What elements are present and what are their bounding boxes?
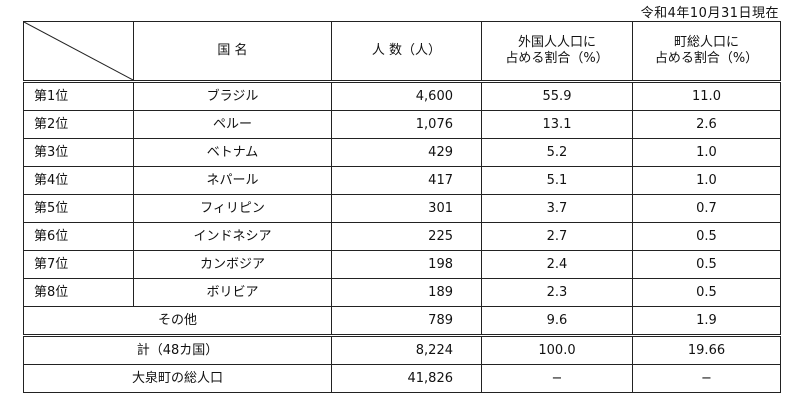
table-row: 第6位 インドネシア 225 2.7 0.5 [23, 222, 781, 251]
other-label: その他 [23, 306, 332, 336]
town-share-cell: 2.6 [632, 110, 781, 139]
other-row: その他 789 9.6 1.9 [23, 306, 781, 336]
population-cell: 301 [331, 194, 482, 223]
country-cell: ボリビア [133, 278, 332, 307]
town-share-cell: 0.7 [632, 194, 781, 223]
header-foreign-share: 外国人人口に 占める割合（%） [481, 21, 633, 82]
population-cell: 225 [331, 222, 482, 251]
corner-cell [23, 21, 134, 82]
header-country: 国 名 [133, 21, 332, 82]
population-cell: 417 [331, 166, 482, 195]
rank-cell: 第7位 [23, 250, 134, 279]
country-cell: カンボジア [133, 250, 332, 279]
header-town-share-line1: 町総人口に [673, 35, 739, 51]
town-share-cell: 11.0 [632, 80, 781, 111]
other-foreign-share: 9.6 [481, 306, 633, 336]
table-row: 第4位 ネパール 417 5.1 1.0 [23, 166, 781, 195]
date-note: 令和4年10月31日現在 [640, 6, 779, 21]
rank-cell: 第6位 [23, 222, 134, 251]
header-foreign-share-line2: 占める割合（%） [505, 51, 609, 66]
town-total-row: 大泉町の総人口 41,826 − − [23, 364, 781, 393]
rank-cell: 第5位 [23, 194, 134, 223]
total-population: 8,224 [331, 334, 482, 365]
country-cell: ベトナム [133, 138, 332, 167]
rank-cell: 第8位 [23, 278, 134, 307]
rank-cell: 第3位 [23, 138, 134, 167]
country-cell: ブラジル [133, 80, 332, 111]
table-row: 第8位 ボリビア 189 2.3 0.5 [23, 278, 781, 307]
table-row: 第5位 フィリピン 301 3.7 0.7 [23, 194, 781, 223]
town-share-cell: 1.0 [632, 138, 781, 167]
header-foreign-share-line1: 外国人人口に [517, 35, 596, 51]
header-row: 国 名 人 数（人） 外国人人口に 占める割合（%） 町総人口に 占める割合（%… [23, 21, 781, 82]
other-town-share: 1.9 [632, 306, 781, 336]
diagonal-line [24, 22, 133, 80]
foreign-share-cell: 55.9 [481, 80, 633, 111]
country-cell: ネパール [133, 166, 332, 195]
rank-cell: 第4位 [23, 166, 134, 195]
total-foreign-share: 100.0 [481, 334, 633, 365]
town-total-population: 41,826 [331, 364, 482, 393]
table-row: 第1位 ブラジル 4,600 55.9 11.0 [23, 80, 781, 111]
town-share-cell: 0.5 [632, 250, 781, 279]
population-cell: 1,076 [331, 110, 482, 139]
town-total-town-share: − [632, 364, 781, 393]
table-row: 第3位 ベトナム 429 5.2 1.0 [23, 138, 781, 167]
foreign-share-cell: 2.4 [481, 250, 633, 279]
total-town-share: 19.66 [632, 334, 781, 365]
foreign-share-cell: 5.1 [481, 166, 633, 195]
town-share-cell: 1.0 [632, 166, 781, 195]
population-cell: 198 [331, 250, 482, 279]
other-population: 789 [331, 306, 482, 336]
rank-cell: 第2位 [23, 110, 134, 139]
town-total-label: 大泉町の総人口 [23, 364, 332, 393]
foreign-share-cell: 5.2 [481, 138, 633, 167]
rank-cell: 第1位 [23, 80, 134, 111]
total-row: 計（48カ国） 8,224 100.0 19.66 [23, 334, 781, 365]
table-row: 第7位 カンボジア 198 2.4 0.5 [23, 250, 781, 279]
foreign-share-cell: 3.7 [481, 194, 633, 223]
population-cell: 429 [331, 138, 482, 167]
country-cell: ペルー [133, 110, 332, 139]
total-label: 計（48カ国） [23, 334, 332, 365]
country-cell: フィリピン [133, 194, 332, 223]
header-town-share: 町総人口に 占める割合（%） [632, 21, 781, 82]
town-share-cell: 0.5 [632, 222, 781, 251]
population-cell: 4,600 [331, 80, 482, 111]
town-total-foreign-share: − [481, 364, 633, 393]
foreign-population-table: 国 名 人 数（人） 外国人人口に 占める割合（%） 町総人口に 占める割合（%… [23, 21, 781, 393]
population-cell: 189 [331, 278, 482, 307]
foreign-share-cell: 2.7 [481, 222, 633, 251]
header-town-share-line2: 占める割合（%） [654, 51, 759, 66]
country-cell: インドネシア [133, 222, 332, 251]
foreign-share-cell: 13.1 [481, 110, 633, 139]
foreign-share-cell: 2.3 [481, 278, 633, 307]
town-share-cell: 0.5 [632, 278, 781, 307]
header-population: 人 数（人） [331, 21, 482, 82]
table-row: 第2位 ペルー 1,076 13.1 2.6 [23, 110, 781, 139]
